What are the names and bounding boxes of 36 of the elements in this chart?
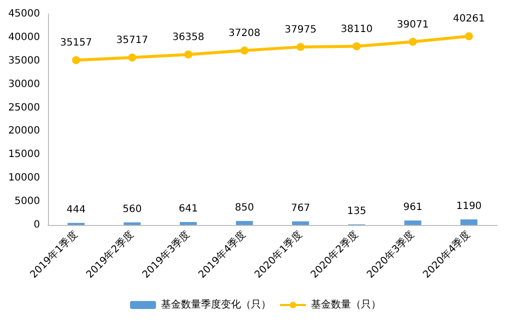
point (464, 32, 473, 40)
point (296, 42, 305, 51)
data-label: 641 (178, 203, 198, 214)
point (352, 42, 361, 50)
data-label: 37975 (284, 24, 316, 36)
data-label: 38110 (340, 24, 373, 35)
y-tick-label: 45000 (8, 8, 40, 20)
data-label: 35717 (116, 35, 148, 46)
data-label: 40261 (453, 14, 485, 25)
data-label: 560 (122, 204, 142, 215)
y-tick-label: 5000 (14, 196, 40, 208)
y-tick-label: 30000 (8, 78, 40, 90)
data-label: 444 (66, 204, 86, 216)
data-label: 850 (234, 202, 254, 214)
data-label: 1190 (456, 200, 482, 212)
data-label: 35157 (60, 38, 92, 49)
point (240, 46, 248, 55)
y-tick-label: 20000 (8, 126, 40, 137)
data-label: 39071 (396, 19, 429, 30)
data-label: 135 (347, 206, 366, 217)
point (128, 54, 136, 62)
y-tick-label: 15000 (8, 149, 40, 160)
legend-label: 基金数量季度变化（只） (161, 298, 271, 310)
y-tick-label: 0 (34, 220, 40, 230)
data-label: 961 (403, 202, 422, 213)
y-tick-label: 25000 (8, 102, 40, 114)
y-tick-label: 40000 (8, 32, 40, 43)
data-label: 767 (291, 202, 310, 214)
data-label: 37208 (228, 28, 260, 40)
point (184, 50, 192, 59)
point (72, 56, 80, 64)
y-tick-label: 35000 (8, 55, 40, 66)
legend-label: 基金数量（只） (311, 298, 381, 310)
data-label: 36358 (172, 32, 204, 44)
y-tick-label: 10000 (8, 172, 40, 184)
point (408, 38, 417, 46)
